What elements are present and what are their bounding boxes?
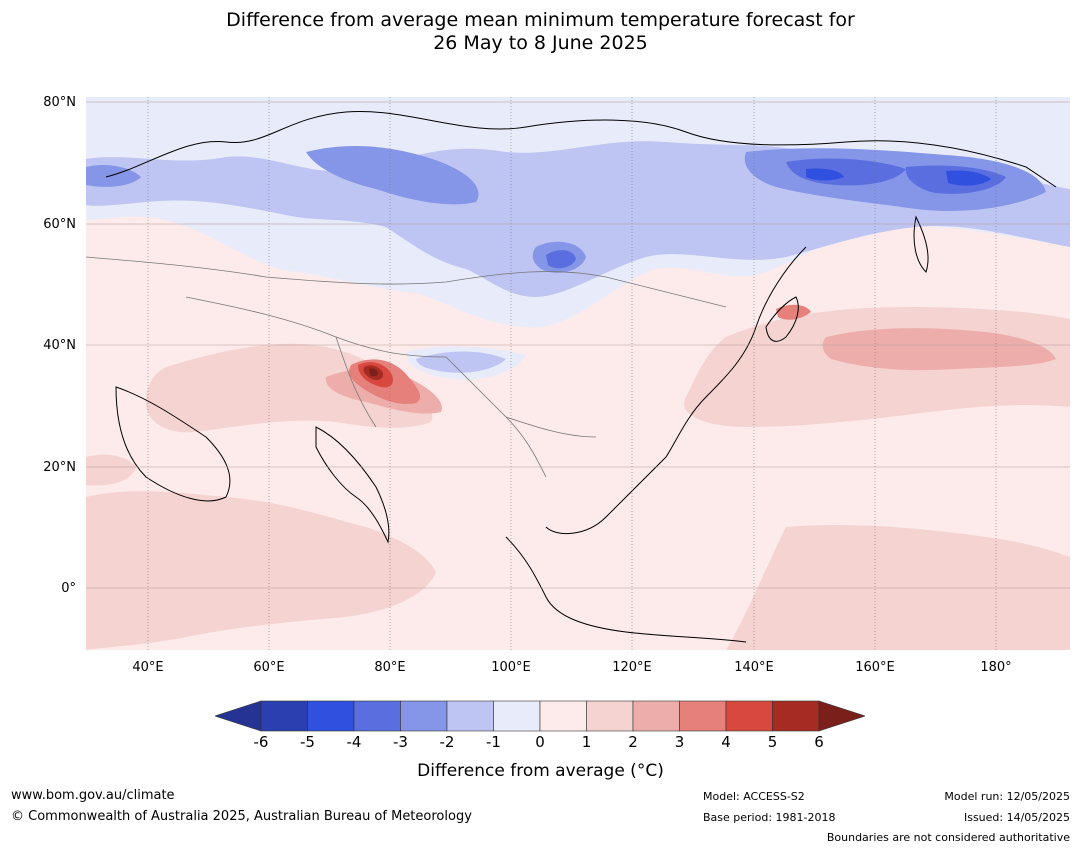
colorbar-tick-label: 6 [814,733,824,751]
coastlines [105,110,1057,643]
colorbar-cell [446,700,494,732]
anomaly-region-blue-5-b [806,168,844,181]
colorbar-cell [586,700,634,732]
footer-website[interactable]: www.bom.gov.au/climate [11,788,175,803]
colorbar-tick-label: 2 [628,733,638,751]
colorbar-cell [353,700,401,732]
graticule [147,97,997,650]
anomaly-region-red-1-sw [86,454,136,486]
colorbar-cell [400,700,448,732]
colorbar-cells [215,700,865,732]
colorbar-tick-label: -2 [439,733,455,751]
title-line-1: Difference from average mean minimum tem… [226,9,855,31]
lon-label-60e: 60°E [253,660,285,675]
footer-disclaimer: Boundaries are not considered authoritat… [826,831,1070,844]
colorbar-tick-label: -3 [393,733,408,751]
anomaly-region-red-1-east-pac [726,525,1070,650]
anomaly-region-red-3-japan [776,304,811,320]
lat-label-80n: 80°N [43,95,76,110]
colorbar-tick-label: -6 [253,733,269,751]
colorbar-cell [493,700,541,732]
colorbar-label-unit: °C [636,761,658,781]
lon-label-40e: 40°E [132,660,164,675]
coastline-arabia [115,386,231,502]
anomaly-region-red-1-ocean [86,491,436,650]
title-line-2: 26 May to 8 June 2025 [433,32,648,54]
coastline-india [315,426,390,544]
colorbar-extend-high [818,700,865,732]
lon-label-180: 180° [980,660,1012,675]
anomaly-region-blue-4-baikal [546,250,576,269]
coastline-japan [765,296,799,342]
lon-label-120e: 120°E [612,660,652,675]
coastline-kamchatka [913,215,929,273]
coastline-seasia [505,536,747,643]
colorbar-label: Difference from average (°C) [0,761,1081,781]
colorbar-tick-label: 0 [535,733,545,751]
coastline-arctic [105,110,1057,188]
colorbar-tick-label: 4 [721,733,731,751]
colorbar-tick-label: -5 [300,733,315,751]
colorbar-cell [679,700,727,732]
lat-label-60n: 60°N [43,217,76,232]
colorbar-tick-label: -1 [486,733,501,751]
map-svg [86,97,1070,650]
lat-label-40n: 40°N [43,338,76,353]
footer-base-period: Base period: 1981-2018 [703,811,836,824]
lon-label-80e: 80°E [374,660,406,675]
anomaly-region-red-6 [369,368,378,377]
colorbar-label-close: ) [657,761,664,781]
anomaly-region-blue-3 [306,145,479,205]
lon-label-100e: 100°E [491,660,531,675]
latitude-lines [86,101,1070,589]
lon-label-160e: 160°E [855,660,895,675]
colorbar-tick-label: 1 [581,733,592,751]
country-borders [86,256,727,478]
colorbar-cell [307,700,355,732]
colorbar-tick-label: 3 [674,733,685,751]
colorbar-tick-label: -4 [346,733,362,751]
colorbar-cell [725,700,773,732]
forecast-map [86,97,1070,650]
colorbar-extend-low [215,700,262,732]
footer-model-run: Model run: 12/05/2025 [944,790,1070,803]
colorbar-tick-label: 5 [767,733,778,751]
footer-copyright: © Commonwealth of Australia 2025, Austra… [11,809,472,824]
colorbar-cell [632,700,680,732]
lon-label-140e: 140°E [734,660,774,675]
colorbar-cell [539,700,587,732]
colorbar-label-text: Difference from average ( [417,761,637,781]
anomaly-region-blue-5 [946,170,991,186]
colorbar-cell [260,700,308,732]
footer-model: Model: ACCESS-S2 [703,790,805,803]
footer-issued: Issued: 14/05/2025 [963,811,1070,824]
lat-label-0: 0° [61,581,76,596]
anomaly-region-blue-3-west [86,165,141,187]
lat-label-20n: 20°N [43,460,76,475]
anomaly-region-red-2 [822,328,1056,371]
coastline-asia-east [545,246,807,535]
colorbar-cell [772,700,820,732]
chart-title: Difference from average mean minimum tem… [0,9,1081,55]
colorbar [215,700,865,732]
